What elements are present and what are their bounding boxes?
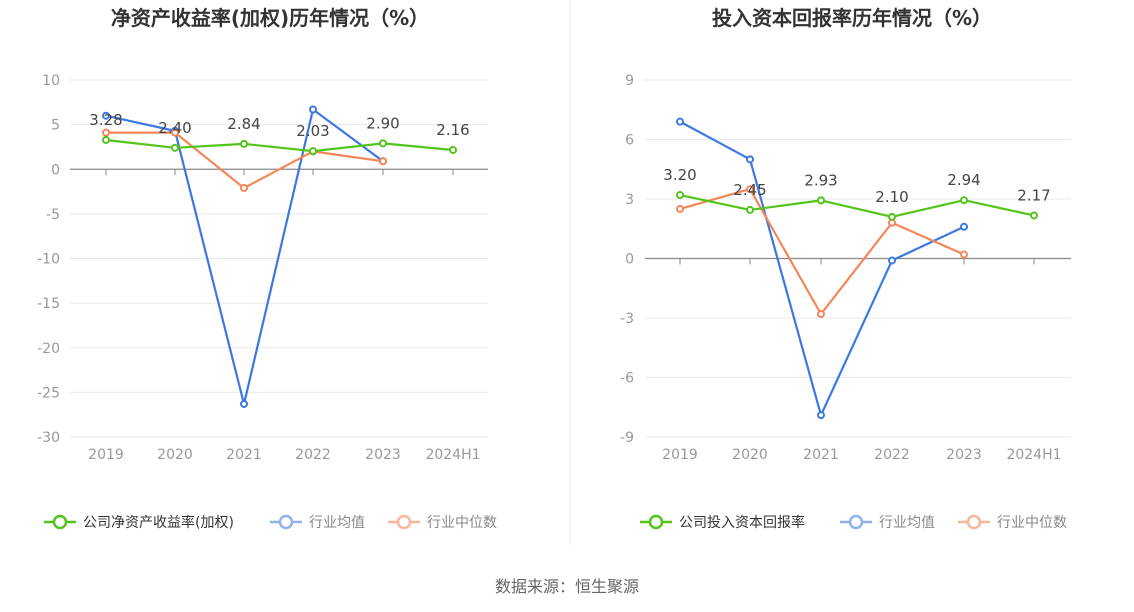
x-tick-label-0-2: 2021 (226, 447, 262, 463)
y-tick-label-1-3: 0 (625, 252, 634, 268)
legend-label-0-2: 行业中位数 (427, 515, 497, 531)
data-label-1-5: 2.17 (1017, 186, 1050, 204)
data-point-1-1-4 (960, 222, 968, 231)
y-tick-label-0-0: 10 (42, 73, 60, 89)
y-tick-label-0-4: -10 (37, 252, 60, 268)
chart-title-0: 净资产收益率(加权)历年情况（%） (111, 6, 429, 30)
legend-label-0-1: 行业均值 (309, 515, 365, 531)
data-label-0-4: 2.90 (366, 114, 399, 132)
y-tick-label-0-1: 5 (51, 118, 60, 134)
data-point-1-2-2 (817, 310, 825, 319)
data-point-0-2-0 (102, 128, 110, 137)
data-label-1-1: 2.45 (733, 181, 766, 199)
data-label-0-2: 2.84 (227, 115, 260, 133)
x-tick-label-0-1: 2020 (157, 447, 193, 463)
data-point-0-0-5 (449, 145, 457, 154)
data-point-0-2-4 (379, 157, 387, 166)
data-label-0-0: 3.28 (89, 111, 122, 129)
x-tick-label-1-1: 2020 (732, 447, 768, 463)
data-point-1-2-1 (746, 185, 754, 194)
y-tick-label-0-3: -5 (46, 207, 60, 223)
y-tick-label-0-8: -30 (37, 430, 60, 446)
y-tick-label-1-2: 3 (625, 192, 634, 208)
legend-marker-1-2 (966, 514, 982, 530)
legend-marker-0-1 (278, 514, 294, 530)
legend-marker-1-0 (648, 514, 664, 530)
chart-title-1: 投入资本回报率历年情况（%） (712, 6, 992, 30)
data-point-1-0-4 (960, 196, 968, 205)
data-point-0-0-1 (171, 143, 179, 152)
legend-label-0-0: 公司净资产收益率(加权) (83, 514, 234, 531)
x-tick-label-1-3: 2022 (874, 447, 910, 463)
data-source: 数据来源：恒生聚源 (495, 577, 639, 596)
data-label-0-5: 2.16 (436, 121, 469, 139)
series-line-0-0 (105, 138, 454, 153)
data-point-1-2-4 (960, 250, 968, 259)
data-label-1-0: 3.20 (663, 166, 696, 184)
x-tick-label-1-2: 2021 (803, 447, 839, 463)
series-line-1-1 (679, 120, 965, 417)
legend-label-1-1: 行业均值 (879, 515, 935, 531)
data-point-0-0-4 (379, 139, 387, 148)
data-label-0-3: 2.03 (296, 122, 329, 140)
data-point-0-1-3 (309, 105, 317, 114)
y-tick-label-1-0: 9 (625, 73, 634, 89)
y-tick-label-0-5: -15 (37, 296, 60, 312)
legend-marker-1-1 (848, 514, 864, 530)
legend-marker-0-0 (52, 514, 68, 530)
data-label-1-4: 2.94 (947, 171, 980, 189)
data-point-1-1-0 (676, 117, 684, 126)
series-line-1-0 (679, 193, 1035, 218)
y-tick-label-0-7: -25 (37, 385, 60, 401)
y-tick-label-1-6: -9 (620, 430, 634, 446)
data-point-0-1-2 (240, 399, 248, 408)
data-point-0-0-3 (309, 147, 317, 156)
x-tick-label-1-4: 2023 (946, 447, 982, 463)
series-line-0-1 (105, 108, 384, 406)
x-tick-label-0-0: 2019 (88, 447, 124, 463)
data-point-1-2-0 (676, 204, 684, 213)
legend-label-1-2: 行业中位数 (997, 515, 1067, 531)
data-point-0-2-1 (171, 128, 179, 137)
data-point-0-1-0 (102, 111, 110, 120)
y-tick-label-1-1: 6 (625, 133, 634, 149)
series-line-1-2 (679, 187, 965, 316)
legend-label-1-0: 公司投入资本回报率 (679, 514, 805, 531)
x-tick-label-1-5: 2024H1 (1006, 447, 1061, 463)
x-tick-label-0-4: 2023 (365, 447, 401, 463)
data-point-0-0-0 (102, 135, 110, 144)
y-tick-label-0-2: 0 (51, 162, 60, 178)
x-tick-label-1-0: 2019 (662, 447, 698, 463)
y-tick-label-1-5: -6 (620, 371, 634, 387)
data-point-1-0-3 (888, 212, 896, 221)
data-point-0-0-2 (240, 139, 248, 148)
data-label-1-3: 2.10 (875, 188, 908, 206)
data-point-0-2-2 (240, 183, 248, 192)
y-tick-label-1-4: -3 (620, 311, 634, 327)
x-tick-label-0-3: 2022 (295, 447, 331, 463)
data-point-1-0-2 (817, 196, 825, 205)
data-label-0-1: 2.40 (158, 119, 191, 137)
data-point-1-1-3 (888, 256, 896, 265)
data-point-1-0-0 (676, 191, 684, 200)
data-point-1-1-2 (817, 411, 825, 420)
data-point-1-0-1 (746, 205, 754, 214)
legend-marker-0-2 (396, 514, 412, 530)
y-tick-label-0-6: -20 (37, 341, 60, 357)
x-tick-label-0-5: 2024H1 (425, 447, 480, 463)
data-point-1-1-1 (746, 155, 754, 164)
data-point-1-0-5 (1030, 211, 1038, 220)
data-label-1-2: 2.93 (804, 171, 837, 189)
